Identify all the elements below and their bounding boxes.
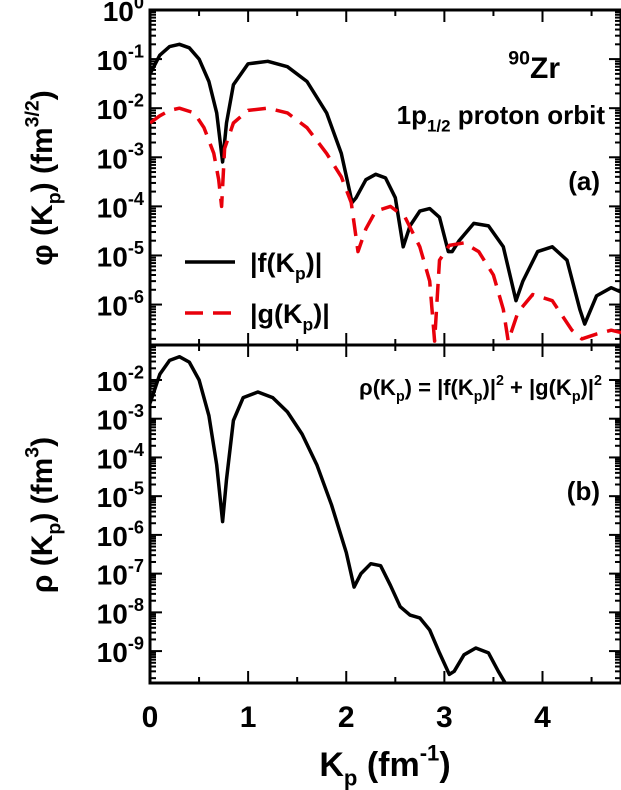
x-axis-label: Kp (fm-1) bbox=[319, 741, 450, 790]
x-tick-label: 2 bbox=[338, 701, 355, 734]
x-tick-label: 0 bbox=[142, 701, 159, 734]
panel-label-b: (b) bbox=[567, 476, 600, 506]
y-tick-label: 100 bbox=[103, 0, 144, 27]
series-line-g bbox=[150, 106, 621, 343]
y-tick-label: 10-2 bbox=[97, 91, 144, 126]
panel-a: 10-6 10-5 10-4 10-3 10-2 10-1 100 90Zr 1p1/2 pro… bbox=[22, 0, 621, 347]
nucleus-label: 90Zr bbox=[508, 48, 560, 86]
y-tick-label: 10-2 bbox=[97, 362, 144, 397]
y-tick-label: 10-4 bbox=[97, 189, 145, 224]
legend-label-g: |g(Kp)| bbox=[250, 299, 330, 335]
orbit-label: 1p1/2 proton orbit bbox=[397, 100, 606, 135]
series-line-rho bbox=[150, 354, 507, 683]
y-tick-label: 10-1 bbox=[97, 41, 144, 76]
svg-text:φ (Kp) (fm3/2): φ (Kp) (fm3/2) bbox=[22, 90, 66, 265]
y-axis-label-a: φ (Kp) (fm3/2) bbox=[22, 90, 66, 265]
series-line-f bbox=[150, 42, 621, 326]
y-tick-label: 10-9 bbox=[97, 633, 144, 668]
y-tick-label: 10-4 bbox=[97, 440, 145, 475]
x-tick-label: 4 bbox=[534, 701, 551, 734]
y-tick-label: 10-5 bbox=[97, 479, 144, 514]
x-tick-label: 3 bbox=[436, 701, 453, 734]
svg-text:ρ (Kp) (fm3): ρ (Kp) (fm3) bbox=[22, 437, 66, 593]
y-tick-label: 10-7 bbox=[97, 556, 144, 591]
plot-frame bbox=[148, 343, 621, 685]
panel-b: 10-910-8 10-7 10-610-5 10-4 10-3 10-2 ρ(Kp) = … bbox=[22, 343, 621, 790]
legend-label-f: |f(Kp)| bbox=[250, 248, 322, 284]
x-tick-label: 1 bbox=[240, 701, 257, 734]
y-tick-label: 10-3 bbox=[97, 140, 144, 175]
y-tick-label: 10-3 bbox=[97, 401, 144, 436]
y-axis-label-b: ρ (Kp) (fm3) bbox=[22, 437, 66, 593]
panel-label-a: (a) bbox=[568, 166, 600, 196]
y-tick-label: 10-5 bbox=[97, 238, 144, 273]
y-tick-label: 10-6 bbox=[97, 287, 144, 322]
y-tick-label: 10-6 bbox=[97, 517, 144, 552]
y-tick-label: 10-8 bbox=[97, 595, 144, 630]
formula-label: ρ(Kp) = |f(Kp)|2 + |g(Kp)|2 bbox=[359, 373, 602, 405]
